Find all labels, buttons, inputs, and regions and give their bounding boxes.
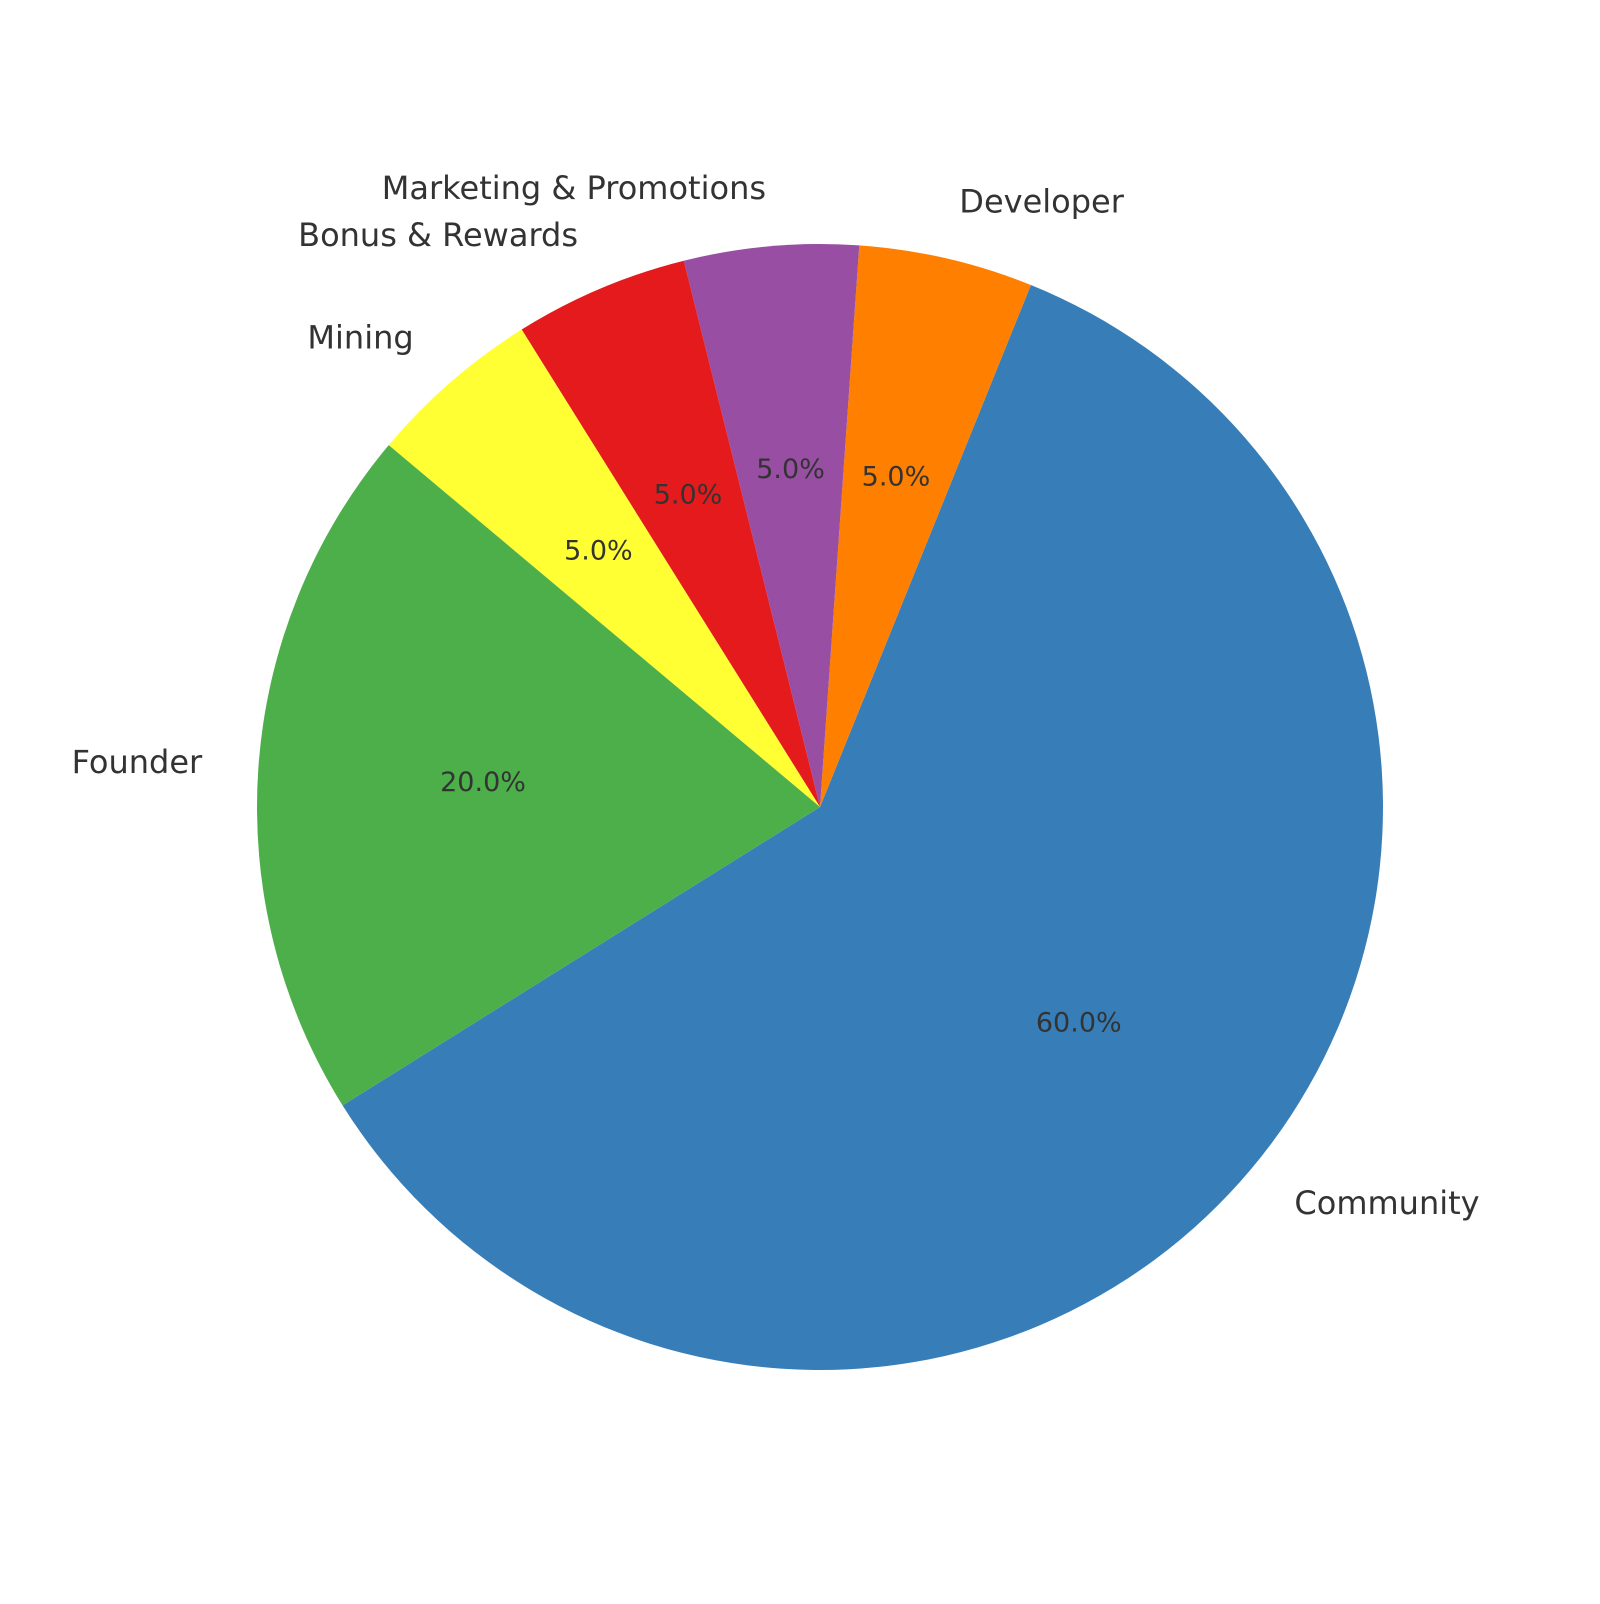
slice-label: Bonus & Rewards bbox=[298, 216, 578, 254]
value-label: 20.0% bbox=[440, 767, 526, 798]
slice-label: Mining bbox=[307, 319, 413, 357]
pie-slice bbox=[683, 244, 860, 808]
pie-slice bbox=[820, 245, 1031, 807]
value-label: 5.0% bbox=[756, 454, 825, 485]
value-label: 5.0% bbox=[862, 461, 931, 492]
slice-label: Community bbox=[1294, 1184, 1479, 1222]
pie-slice bbox=[521, 260, 820, 807]
slice-label: Developer bbox=[959, 183, 1124, 221]
value-label: 5.0% bbox=[654, 480, 723, 511]
pie-slice bbox=[388, 329, 820, 807]
slice-label: Marketing & Promotions bbox=[382, 169, 766, 207]
slice-label: Founder bbox=[72, 743, 203, 781]
value-label: 5.0% bbox=[564, 536, 633, 567]
pie-slice bbox=[342, 284, 1383, 1370]
value-label: 60.0% bbox=[1036, 1008, 1122, 1039]
pie-slice bbox=[256, 445, 820, 1106]
